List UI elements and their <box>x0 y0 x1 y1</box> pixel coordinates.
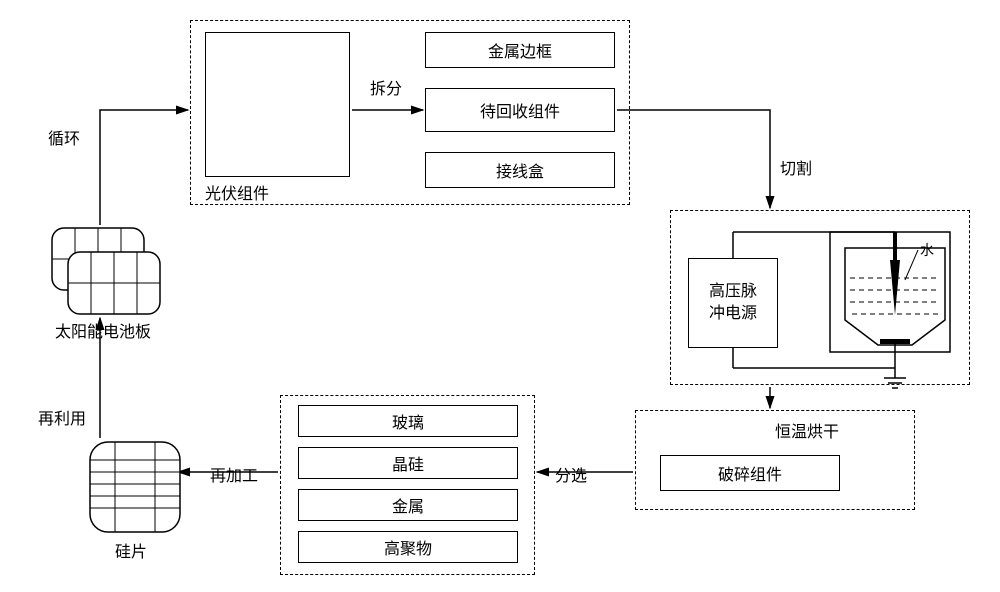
reprocess-label: 再加工 <box>210 462 258 486</box>
pv-item-metal-frame: 金属边框 <box>425 32 615 68</box>
cycle-label: 循环 <box>48 125 80 149</box>
material-glass: 玻璃 <box>298 405 518 437</box>
cut-label: 切割 <box>780 155 812 179</box>
water-label: 水 <box>920 240 934 260</box>
split-label: 拆分 <box>370 75 402 99</box>
material-metal: 金属 <box>298 489 518 521</box>
pv-item-label: 接线盒 <box>496 158 544 182</box>
material-label: 高聚物 <box>384 535 432 559</box>
hv-pulse-label: 高压脉 冲电源 <box>709 281 757 326</box>
material-label: 玻璃 <box>392 409 424 433</box>
sort-label: 分选 <box>555 462 587 486</box>
crushed-box: 破碎组件 <box>660 455 840 491</box>
material-label: 金属 <box>392 493 424 517</box>
material-label: 晶硅 <box>392 451 424 475</box>
wafer-icon <box>90 442 180 532</box>
pv-module-inner-box <box>205 32 350 177</box>
pv-module-label: 光伏组件 <box>205 180 269 204</box>
hv-pulse-box: 高压脉 冲电源 <box>688 258 778 348</box>
crushed-label: 破碎组件 <box>718 461 782 485</box>
pv-item-label: 金属边框 <box>488 38 552 62</box>
wafer-label: 硅片 <box>115 538 147 562</box>
material-silicon: 晶硅 <box>298 447 518 479</box>
pv-item-junction-box: 接线盒 <box>425 152 615 188</box>
solar-panel-label: 太阳能电池板 <box>55 318 151 342</box>
pv-item-label: 待回收组件 <box>480 98 560 122</box>
solar-panel-icon <box>52 228 160 314</box>
pv-item-recycle-component: 待回收组件 <box>425 88 615 132</box>
material-polymer: 高聚物 <box>298 531 518 563</box>
reuse-label: 再利用 <box>38 405 86 429</box>
